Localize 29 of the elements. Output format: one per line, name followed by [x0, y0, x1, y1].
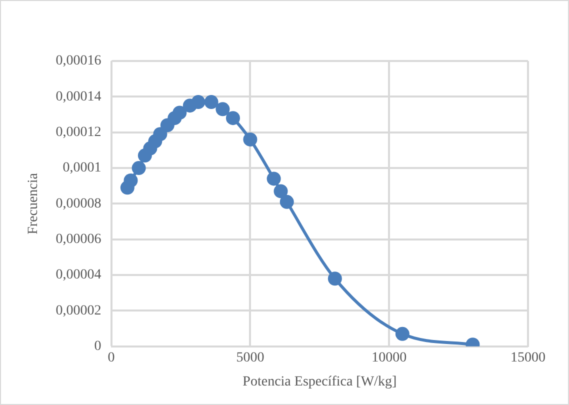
point — [328, 272, 342, 286]
y-tick-label: 0,00016 — [56, 54, 102, 69]
point — [153, 127, 168, 142]
x-tick-label: 5000 — [236, 350, 264, 366]
y-axis-title: Frecuencia — [26, 172, 42, 234]
x-tick-label: 10000 — [372, 350, 407, 366]
y-tick-label: 0,00012 — [56, 125, 102, 140]
x-tick-label: 15000 — [510, 350, 546, 366]
y-tick-label: 0,0001 — [62, 160, 102, 176]
point — [132, 161, 146, 176]
x-tick-label: 0 — [108, 350, 115, 366]
y-tick-label: 0,00002 — [56, 303, 102, 318]
y-tick-label: 0,00008 — [56, 196, 102, 212]
point — [204, 95, 218, 110]
point — [172, 106, 187, 120]
point — [280, 194, 294, 209]
point — [274, 184, 288, 198]
point — [395, 326, 410, 341]
y-tick-label: 0,00014 — [56, 89, 102, 104]
point — [124, 174, 138, 188]
point — [216, 102, 230, 116]
y-tick-label: 0,00004 — [56, 268, 102, 283]
x-axis-title: Potencia Específica [W/kg] — [242, 374, 397, 390]
y-tick-label: 0,00006 — [56, 232, 102, 248]
y-tick-label: 0 — [94, 339, 102, 354]
point — [226, 111, 240, 126]
point — [191, 95, 206, 110]
point — [243, 132, 258, 146]
point — [266, 172, 281, 186]
